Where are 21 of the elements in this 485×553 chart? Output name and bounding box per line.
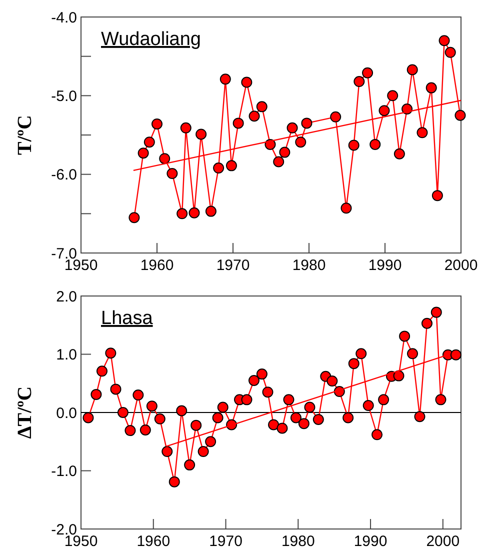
y-tick-label: 0.0 [56, 404, 77, 422]
x-tick-label: 1960 [140, 257, 174, 274]
x-tick-label: 1980 [281, 533, 315, 550]
y-axis-title: T/ºC [14, 115, 36, 155]
x-tick-label: 1990 [368, 257, 402, 274]
y-tick-label: -6.0 [51, 166, 77, 184]
y-tick-label: -5.0 [51, 88, 77, 105]
y-tick-label: 2.0 [56, 288, 77, 306]
y-tick-label: 1.0 [56, 346, 77, 364]
x-tick-label: 1960 [136, 533, 170, 550]
x-tick-label: 1990 [354, 533, 388, 550]
x-tick-label: 2000 [444, 257, 478, 274]
text: Lhasa [101, 308, 154, 329]
y-axis-title: ΔT/ºC [14, 386, 36, 439]
x-tick-label: 2000 [426, 533, 460, 550]
text: Wudaoliang [101, 29, 202, 50]
y-tick-label: -4.0 [51, 9, 77, 26]
y-tick-label: -1.0 [51, 463, 77, 480]
x-tick-label: 1970 [216, 257, 250, 274]
x-tick-label: 1970 [209, 533, 242, 550]
x-tick-label: 1980 [292, 257, 326, 274]
